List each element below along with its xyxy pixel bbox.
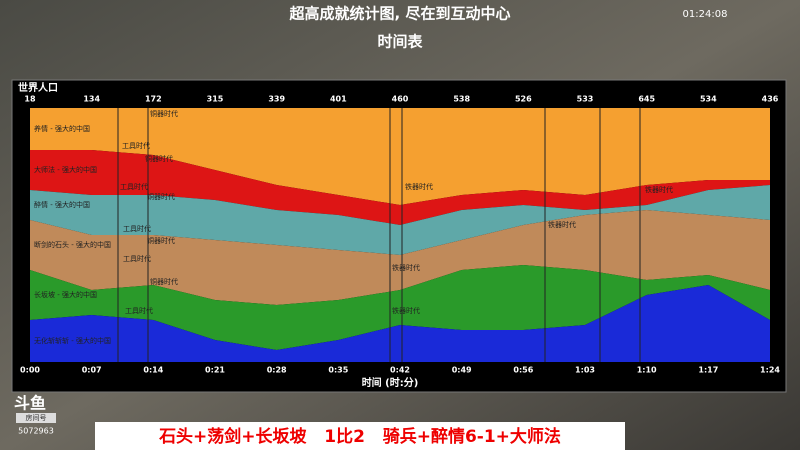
top-value: 645	[638, 95, 655, 104]
x-label: 0:28	[267, 366, 287, 375]
band	[30, 108, 770, 205]
room-box	[16, 413, 56, 423]
age-label: 铜器时代	[147, 192, 175, 201]
age-label: 铜器时代	[150, 277, 178, 286]
age-label: 铁器时代	[645, 185, 673, 194]
band	[30, 185, 770, 255]
x-label: 0:56	[513, 366, 533, 375]
player-label: 长坂坡 - 强大的中国	[34, 290, 97, 299]
age-label: 铜器时代	[147, 236, 175, 245]
age-label: 铁器时代	[392, 306, 420, 315]
title: 超高成就统计图, 尽在到互动中心	[289, 5, 511, 23]
player-label: 无化斩斩斩 - 强大的中国	[34, 336, 111, 345]
top-value: 401	[330, 95, 347, 104]
top-value: 538	[453, 95, 470, 104]
age-label: 工具时代	[123, 224, 151, 233]
age-label: 工具时代	[122, 141, 150, 150]
top-value: 172	[145, 95, 162, 104]
x-title: 时间 (时:分)	[362, 376, 419, 389]
age-label: 铁器时代	[548, 220, 576, 229]
age-label: 铁器时代	[392, 263, 420, 272]
x-label: 0:07	[82, 366, 102, 375]
player-label: 大师法 - 强大的中国	[34, 165, 97, 174]
age-label: 工具时代	[123, 254, 151, 263]
x-label: 0:35	[328, 366, 348, 375]
clock: 01:24:08	[683, 9, 728, 20]
banner-bg	[95, 422, 625, 450]
age-label: 工具时代	[120, 182, 148, 191]
x-label: 0:00	[20, 366, 40, 375]
x-label: 0:49	[452, 366, 472, 375]
room: 5072963	[18, 427, 54, 436]
band	[30, 210, 770, 305]
banner: 石头+荡剑+长坂坡 1比2 骑兵+醉情6-1+大师法	[158, 426, 561, 447]
top-value: 526	[515, 95, 532, 104]
top-value: 134	[83, 95, 100, 104]
x-label: 1:17	[698, 366, 718, 375]
top-value: 315	[207, 95, 224, 104]
top-value: 436	[762, 95, 779, 104]
age-label: 铜器时代	[150, 109, 178, 118]
x-label: 0:14	[143, 366, 163, 375]
top-value: 460	[392, 95, 409, 104]
top-value: 533	[577, 95, 594, 104]
top-value: 339	[268, 95, 285, 104]
x-label: 1:03	[575, 366, 595, 375]
logo: 斗鱼	[14, 394, 46, 413]
band	[30, 285, 770, 362]
age-label: 铜器时代	[145, 154, 173, 163]
age-label: 铁器时代	[405, 182, 433, 191]
player-label: 断剑的石头 - 强大的中国	[34, 240, 111, 249]
band	[30, 265, 770, 350]
player-label: 醉情 - 强大的中国	[34, 200, 90, 209]
top-value: 18	[24, 95, 36, 104]
x-label: 1:24	[760, 366, 780, 375]
player-label: 养情 - 强大的中国	[34, 124, 90, 133]
x-label: 1:10	[637, 366, 657, 375]
top-value: 534	[700, 95, 717, 104]
chart-label: 世界人口	[18, 81, 58, 94]
age-label: 工具时代	[125, 306, 153, 315]
x-label: 0:42	[390, 366, 410, 375]
subtitle: 时间表	[377, 33, 423, 51]
band	[30, 150, 770, 225]
room-label: 房间号	[26, 413, 47, 422]
x-label: 0:21	[205, 366, 225, 375]
